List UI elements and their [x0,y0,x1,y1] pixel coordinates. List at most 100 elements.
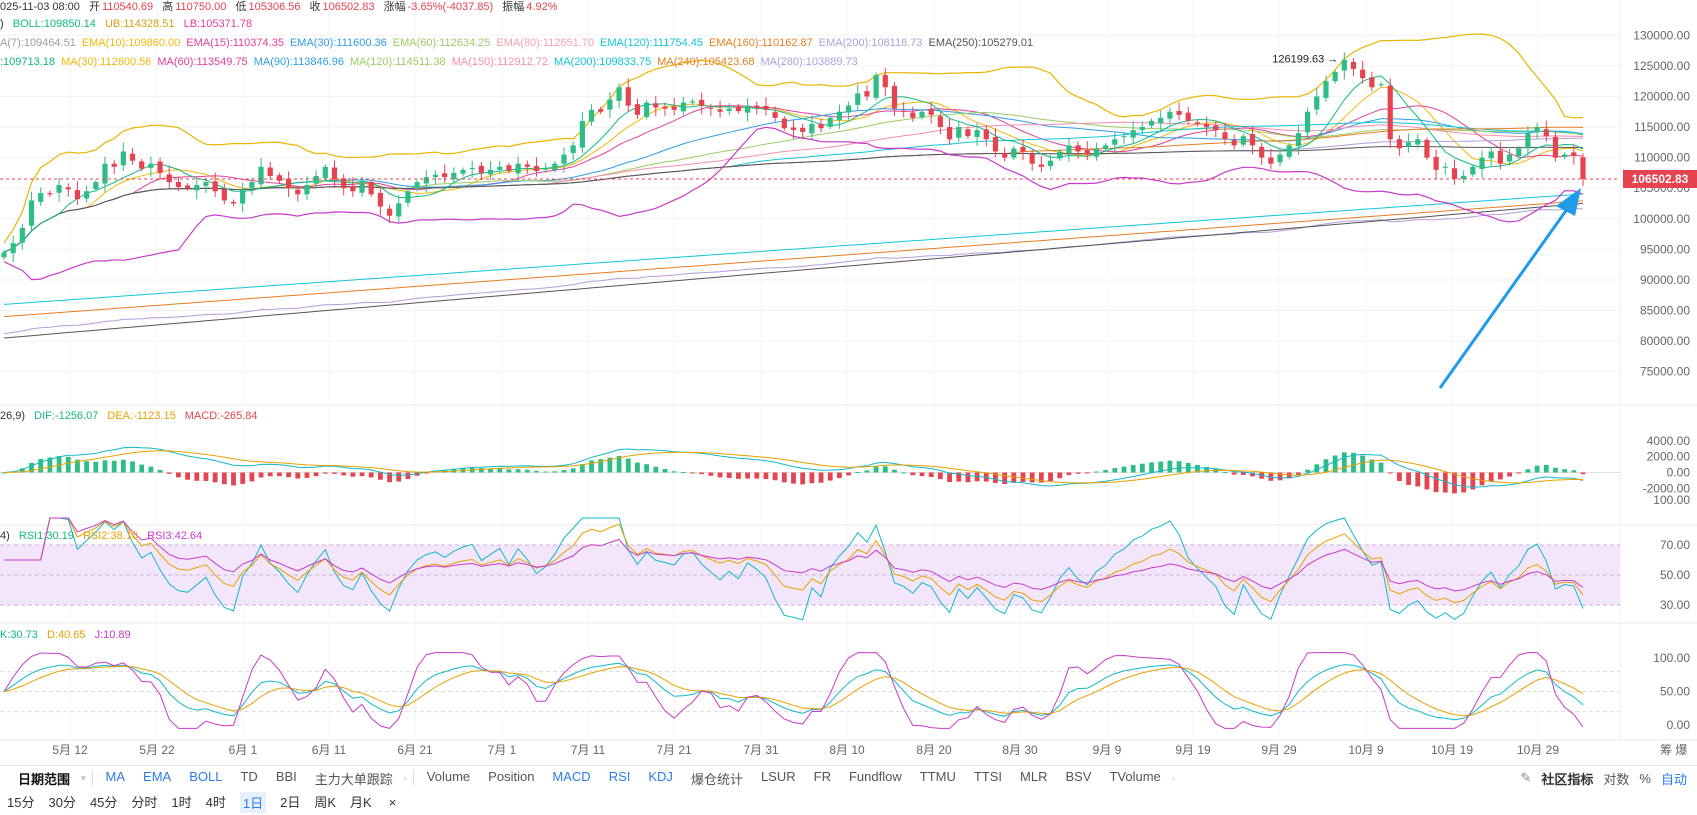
auto-scale-button[interactable]: 自动 [1660,771,1687,787]
macd-bar [1084,472,1090,474]
interval-1[interactable]: 30分 [48,795,76,810]
interval-selector: 15分 30分 45分 分时 1时 4时 1日 2日 周K 月K × [0,790,1697,815]
kdj-tick-50: 50.00 [1660,685,1690,699]
community-icon[interactable]: ✎ [1520,770,1532,785]
ma-legend-item-6: MA(200):109833.75 [554,56,652,68]
sub-indicator-position[interactable]: Position [488,768,535,784]
macd-bar [1461,472,1467,493]
community-indicator-button[interactable]: 社区指标 [1541,771,1594,787]
macd-tick-label: -2000.00 [1643,481,1691,495]
candle-body [84,191,90,199]
macd-bar [882,466,888,473]
main-indicator-主力大单跟踪[interactable]: 主力大单跟踪 [314,771,393,787]
sub-indicator-爆仓统计[interactable]: 爆仓统计 [690,771,743,787]
ma-line [3,146,1584,253]
candle-body [515,163,521,174]
macd-bar [341,472,347,476]
macd-bar [726,472,732,479]
ma-legend-item-0: :109713.18 [0,56,56,68]
price-tick-label: 130000.00 [1633,28,1690,42]
macd-bar [1415,472,1421,487]
macd-bar [322,472,328,474]
candle-body [1415,139,1421,145]
ema-legend-item-4: EMA(60):112634.25 [392,37,491,49]
macd-bar [120,459,126,473]
interval-6[interactable]: 1日 [239,792,267,813]
candle-body [469,168,475,170]
macd-bar [84,461,90,473]
sub-indicator-fundflow[interactable]: Fundflow [848,768,902,784]
interval-9[interactable]: 月K [350,795,372,810]
macd-bar [653,466,659,473]
main-indicator-boll[interactable]: BOLL [189,768,223,784]
macd-bar [1525,469,1531,473]
main-indicator-ema[interactable]: EMA [143,768,172,784]
percent-scale-button[interactable]: % [1639,770,1651,786]
interval-8[interactable]: 周K [314,795,337,810]
main-indicator-bbi[interactable]: BBI [275,768,297,784]
sub-indicator-fr[interactable]: FR [813,768,831,784]
sub-indicator-ttsi[interactable]: TTSI [973,768,1003,784]
macd-bar [75,459,80,473]
macd-bar [570,468,576,473]
candle-body [1424,139,1430,158]
macd-bar [680,472,686,474]
rsi-line [4,517,1584,621]
ma-legend-item-7: MA(240):105423.68 [657,56,755,68]
boll-upper-line [3,33,1584,244]
price-tick-label: 110000.00 [1634,151,1690,165]
sub-indicator-lsur[interactable]: LSUR [760,768,796,784]
interval-0[interactable]: 15分 [7,795,35,810]
sub-indicator-kdj[interactable]: KDJ [648,768,673,784]
candle-body [148,163,154,168]
close-icon[interactable]: × [388,795,397,810]
axes: 75000.00 80000.00 85000.00 90000.00 95000.00… [52,28,1690,757]
macd-bar [130,461,135,473]
sub-indicator-rsi[interactable]: RSI [608,768,631,784]
main-indicator-td[interactable]: TD [240,768,258,784]
interval-3[interactable]: 分时 [131,795,158,810]
candle-body [1332,71,1338,82]
kdj-line [3,652,1584,729]
macd-bar [1433,472,1439,493]
macd-bar [1369,459,1375,473]
interval-2[interactable]: 45分 [89,795,118,810]
interval-4[interactable]: 1时 [171,795,192,810]
main-indicator-ma[interactable]: MA [105,768,126,784]
interval-5[interactable]: 4时 [205,795,226,810]
sub-indicator-tvolume[interactable]: TVolume [1109,768,1161,784]
macd-bar [1121,466,1127,473]
sub-indicator-macd[interactable]: MACD [552,768,591,784]
rsi3-value: RSI3:42.64 [147,530,203,542]
candle-body [1002,152,1008,158]
sub-indicator-chevron-icon[interactable]: › [1171,773,1175,783]
candle-body [992,137,999,152]
macd-bar [1011,472,1017,483]
date-range-button[interactable]: 日期范围 [18,771,71,787]
macd-bar [405,472,411,480]
sub-indicator-mlr[interactable]: MLR [1020,768,1048,784]
rsi-params: 4) [0,530,10,542]
rsi-tick-50: 50.00 [1660,568,1690,582]
sub-indicator-bsv[interactable]: BSV [1065,768,1092,784]
header-change: -3.65%(-4037.85) [407,1,494,13]
candle-body [790,127,797,131]
macd-bar [258,472,264,478]
candle-body [1057,151,1063,159]
time-tick-label: 9月 29 [1261,743,1297,757]
ma-line [3,75,1584,253]
macd-bar [974,472,980,482]
date-range-chevron-icon[interactable]: ▾ [81,772,86,783]
macd-bar [809,472,815,484]
main-indicator-chevron-icon[interactable]: ‹ [403,773,407,783]
kline-chart[interactable]: 75000.00 80000.00 85000.00 90000.00 95000.00… [0,0,1697,765]
log-scale-button[interactable]: 对数 [1603,771,1630,787]
interval-7[interactable]: 2日 [280,795,301,810]
candle-body [129,153,136,161]
macd-params: 26,9) [0,410,26,422]
ema-legend-item-9: EMA(250):105279.01 [928,37,1034,49]
macd-bar [1305,469,1310,473]
macd-bar [212,472,218,483]
sub-indicator-ttmu[interactable]: TTMU [919,768,956,784]
sub-indicator-volume[interactable]: Volume [426,768,471,784]
